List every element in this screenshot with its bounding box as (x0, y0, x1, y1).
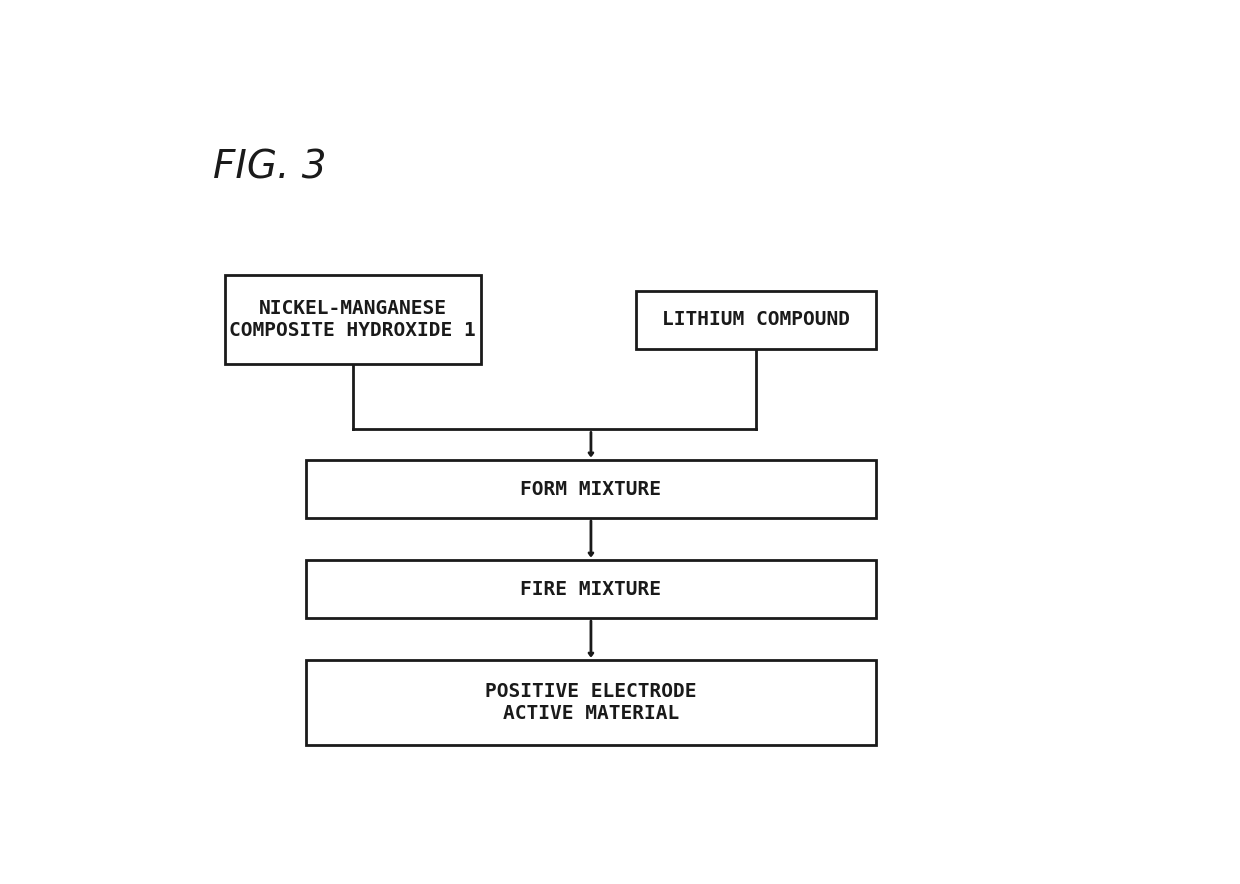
Text: FIRE MIXTURE: FIRE MIXTURE (521, 580, 661, 598)
Text: LITHIUM COMPOUND: LITHIUM COMPOUND (662, 310, 849, 329)
Bar (306, 461, 875, 518)
Text: NICKEL-MANGANESE
COMPOSITE HYDROXIDE 1: NICKEL-MANGANESE COMPOSITE HYDROXIDE 1 (229, 300, 476, 340)
Bar (306, 560, 875, 618)
Bar (224, 276, 481, 364)
Bar (635, 291, 875, 348)
Text: POSITIVE ELECTRODE
ACTIVE MATERIAL: POSITIVE ELECTRODE ACTIVE MATERIAL (485, 682, 697, 723)
Text: FORM MIXTURE: FORM MIXTURE (521, 480, 661, 499)
Bar (306, 660, 875, 745)
Text: FIG. 3: FIG. 3 (213, 149, 326, 187)
